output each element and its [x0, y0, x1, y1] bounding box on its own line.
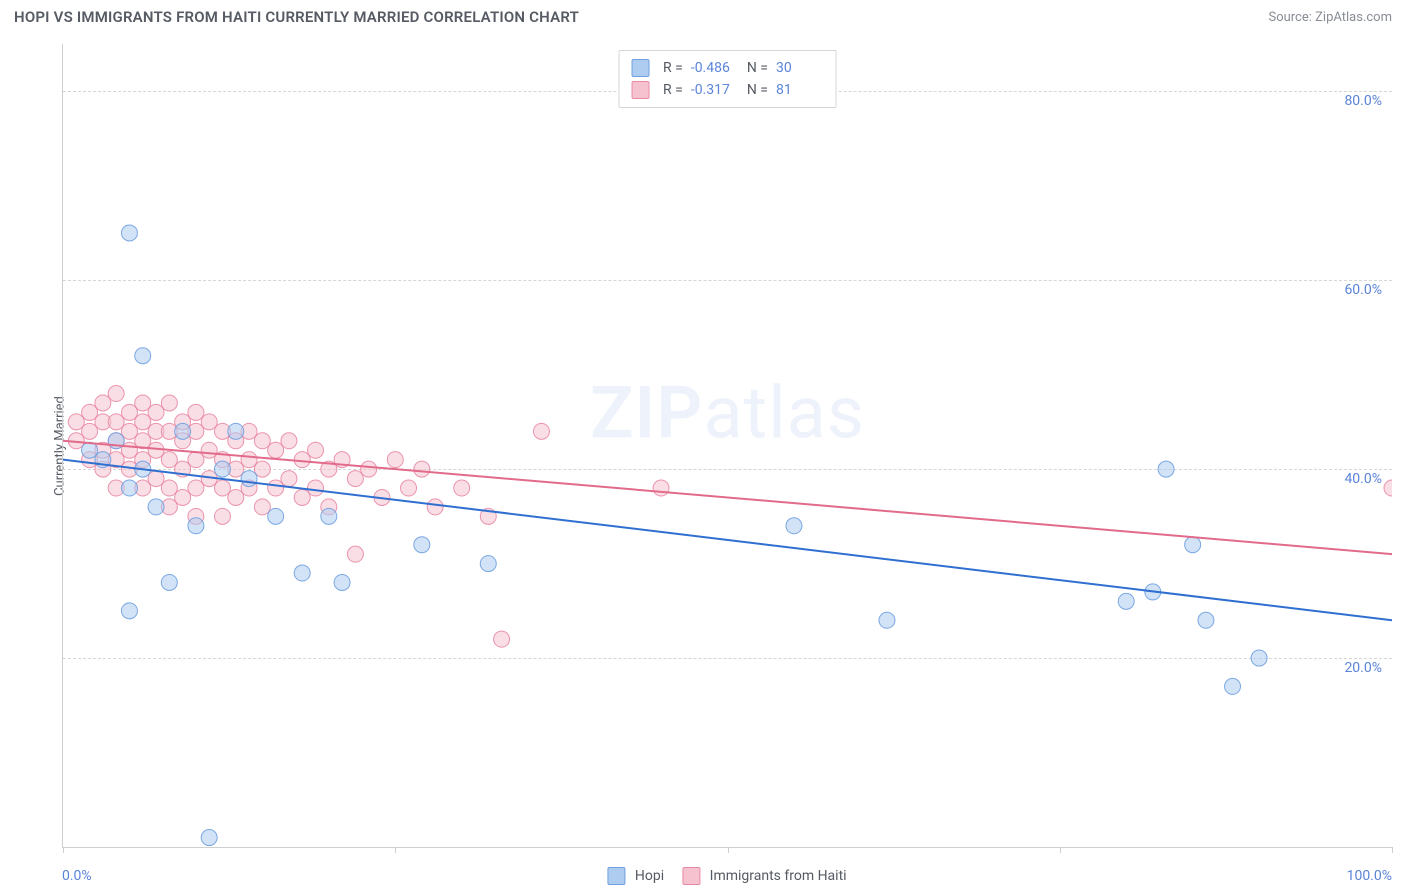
legend-item-haiti: Immigrants from Haiti [682, 867, 846, 885]
source-label: Source: ZipAtlas.com [1268, 10, 1392, 25]
x-axis-end: 100.0% [1347, 868, 1392, 884]
swatch-hopi-icon [631, 59, 649, 77]
chart-title: HOPI VS IMMIGRANTS FROM HAITI CURRENTLY … [14, 8, 579, 26]
legend-row-hopi: R = -0.486 N = 30 [631, 57, 824, 79]
swatch-hopi-icon [607, 867, 625, 885]
plot-region: ZIPatlas R = -0.486 N = 30 R = -0.317 N … [62, 44, 1392, 848]
legend-row-haiti: R = -0.317 N = 81 [631, 79, 824, 101]
chart-area: Currently Married ZIPatlas R = -0.486 N … [14, 44, 1392, 848]
legend-item-hopi: Hopi [607, 867, 664, 885]
swatch-haiti-icon [682, 867, 700, 885]
scatter-svg [63, 44, 1392, 847]
swatch-haiti-icon [631, 81, 649, 99]
correlation-legend: R = -0.486 N = 30 R = -0.317 N = 81 [618, 50, 837, 108]
series-legend: Hopi Immigrants from Haiti [607, 867, 846, 885]
x-axis-start: 0.0% [62, 868, 92, 884]
